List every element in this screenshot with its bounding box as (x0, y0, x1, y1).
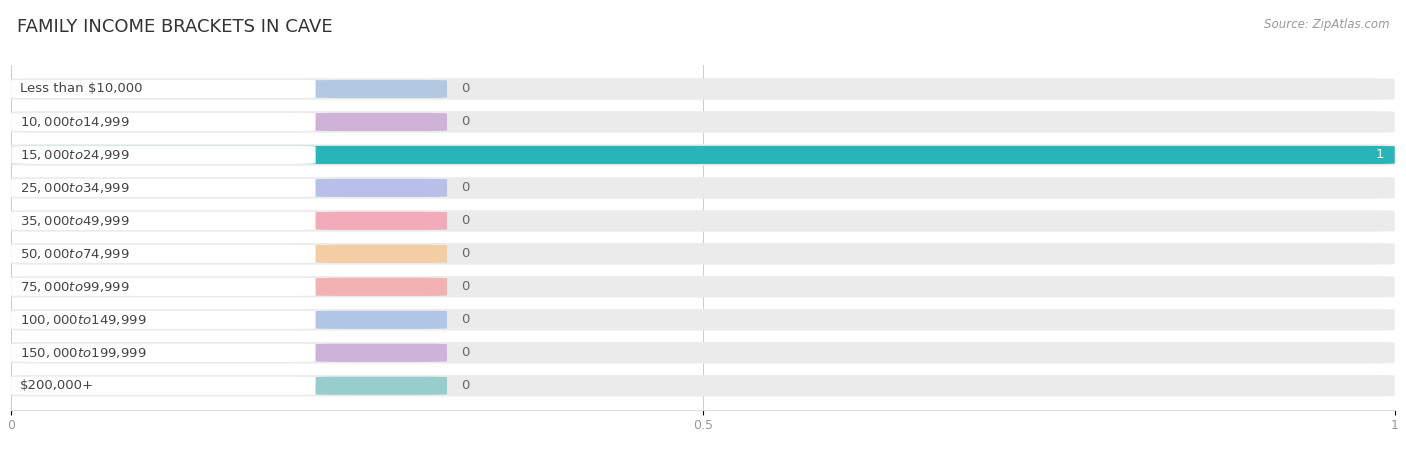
FancyBboxPatch shape (11, 144, 1395, 166)
FancyBboxPatch shape (11, 179, 315, 197)
FancyBboxPatch shape (11, 276, 1395, 297)
FancyBboxPatch shape (11, 78, 1395, 100)
Text: 1: 1 (1375, 148, 1384, 162)
FancyBboxPatch shape (11, 243, 1395, 265)
FancyBboxPatch shape (11, 311, 315, 329)
Text: 0: 0 (461, 346, 470, 359)
FancyBboxPatch shape (11, 146, 315, 164)
Text: $35,000 to $49,999: $35,000 to $49,999 (20, 214, 129, 228)
FancyBboxPatch shape (11, 309, 1395, 331)
FancyBboxPatch shape (11, 80, 315, 98)
Text: $100,000 to $149,999: $100,000 to $149,999 (20, 313, 146, 327)
FancyBboxPatch shape (11, 377, 315, 395)
FancyBboxPatch shape (11, 146, 1395, 164)
Text: $15,000 to $24,999: $15,000 to $24,999 (20, 148, 129, 162)
Text: Source: ZipAtlas.com: Source: ZipAtlas.com (1264, 18, 1389, 31)
FancyBboxPatch shape (315, 377, 447, 395)
Text: $75,000 to $99,999: $75,000 to $99,999 (20, 280, 129, 294)
FancyBboxPatch shape (315, 311, 447, 329)
Text: $200,000+: $200,000+ (20, 379, 94, 392)
Text: Less than $10,000: Less than $10,000 (20, 82, 142, 95)
FancyBboxPatch shape (315, 179, 447, 197)
FancyBboxPatch shape (11, 212, 315, 230)
Text: 0: 0 (461, 116, 470, 128)
FancyBboxPatch shape (315, 245, 447, 263)
FancyBboxPatch shape (11, 210, 1395, 232)
FancyBboxPatch shape (315, 278, 447, 296)
FancyBboxPatch shape (11, 278, 315, 296)
Text: 0: 0 (461, 214, 470, 227)
FancyBboxPatch shape (11, 344, 315, 362)
Text: $150,000 to $199,999: $150,000 to $199,999 (20, 346, 146, 360)
Text: 0: 0 (461, 82, 470, 95)
Text: 0: 0 (461, 248, 470, 261)
Text: 0: 0 (461, 280, 470, 293)
FancyBboxPatch shape (315, 80, 447, 98)
Text: $25,000 to $34,999: $25,000 to $34,999 (20, 181, 129, 195)
FancyBboxPatch shape (11, 113, 315, 131)
Text: 0: 0 (461, 313, 470, 326)
Text: FAMILY INCOME BRACKETS IN CAVE: FAMILY INCOME BRACKETS IN CAVE (17, 18, 332, 36)
Text: 0: 0 (461, 379, 470, 392)
Text: $50,000 to $74,999: $50,000 to $74,999 (20, 247, 129, 261)
FancyBboxPatch shape (11, 111, 1395, 133)
Text: $10,000 to $14,999: $10,000 to $14,999 (20, 115, 129, 129)
FancyBboxPatch shape (11, 375, 1395, 396)
FancyBboxPatch shape (315, 212, 447, 230)
FancyBboxPatch shape (11, 245, 315, 263)
FancyBboxPatch shape (315, 113, 447, 131)
Text: 0: 0 (461, 181, 470, 194)
FancyBboxPatch shape (11, 177, 1395, 198)
FancyBboxPatch shape (315, 344, 447, 362)
FancyBboxPatch shape (11, 342, 1395, 364)
